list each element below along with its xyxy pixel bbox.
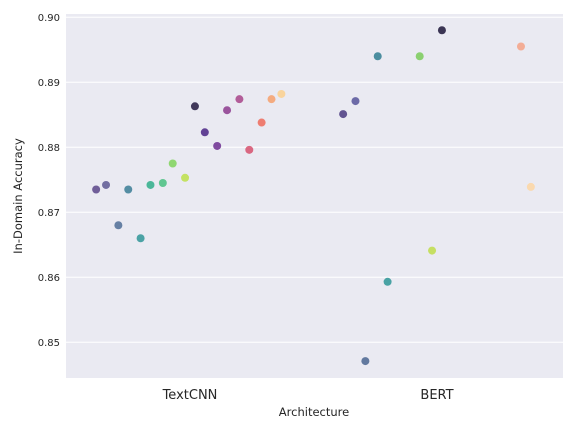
y-tick-label: 0.85 <box>38 338 60 349</box>
data-point <box>415 52 424 61</box>
data-point <box>124 185 133 194</box>
data-point <box>437 26 446 35</box>
gridlines <box>66 16 563 343</box>
data-point <box>146 180 155 189</box>
data-points <box>92 26 535 366</box>
data-point <box>168 159 177 168</box>
data-point <box>114 221 123 230</box>
y-axis-label: In-Domain Accuracy <box>11 138 25 254</box>
data-point <box>102 180 111 189</box>
data-point <box>257 118 266 127</box>
data-point <box>200 128 209 137</box>
y-tick-label: 0.88 <box>38 143 60 154</box>
data-point <box>383 277 392 286</box>
data-point <box>373 52 382 61</box>
data-point <box>190 102 199 111</box>
data-point <box>361 357 370 366</box>
data-point <box>339 110 348 119</box>
data-point <box>213 141 222 150</box>
data-point <box>267 95 276 104</box>
y-tick-label: 0.86 <box>38 273 60 284</box>
data-point <box>245 145 254 154</box>
data-point <box>351 97 360 106</box>
data-point <box>223 106 232 115</box>
x-axis-label: Architecture <box>279 405 349 419</box>
data-point <box>181 173 190 182</box>
data-point <box>136 234 145 243</box>
y-tick-label: 0.90 <box>38 13 60 24</box>
x-tick-labels: TextCNN BERT <box>162 388 454 403</box>
data-point <box>158 179 167 187</box>
data-point <box>92 185 101 194</box>
data-point <box>516 42 525 51</box>
y-tick-label: 0.89 <box>38 78 60 89</box>
y-tick-labels: 0.85 0.86 0.87 0.88 0.89 0.90 <box>38 13 60 349</box>
data-point <box>526 182 535 191</box>
plot-background <box>66 14 563 378</box>
x-tick-label: TextCNN <box>162 388 218 403</box>
data-point <box>277 89 286 98</box>
data-point <box>235 95 244 104</box>
x-tick-label: BERT <box>420 388 453 403</box>
data-point <box>428 246 437 255</box>
y-tick-label: 0.87 <box>38 208 60 219</box>
